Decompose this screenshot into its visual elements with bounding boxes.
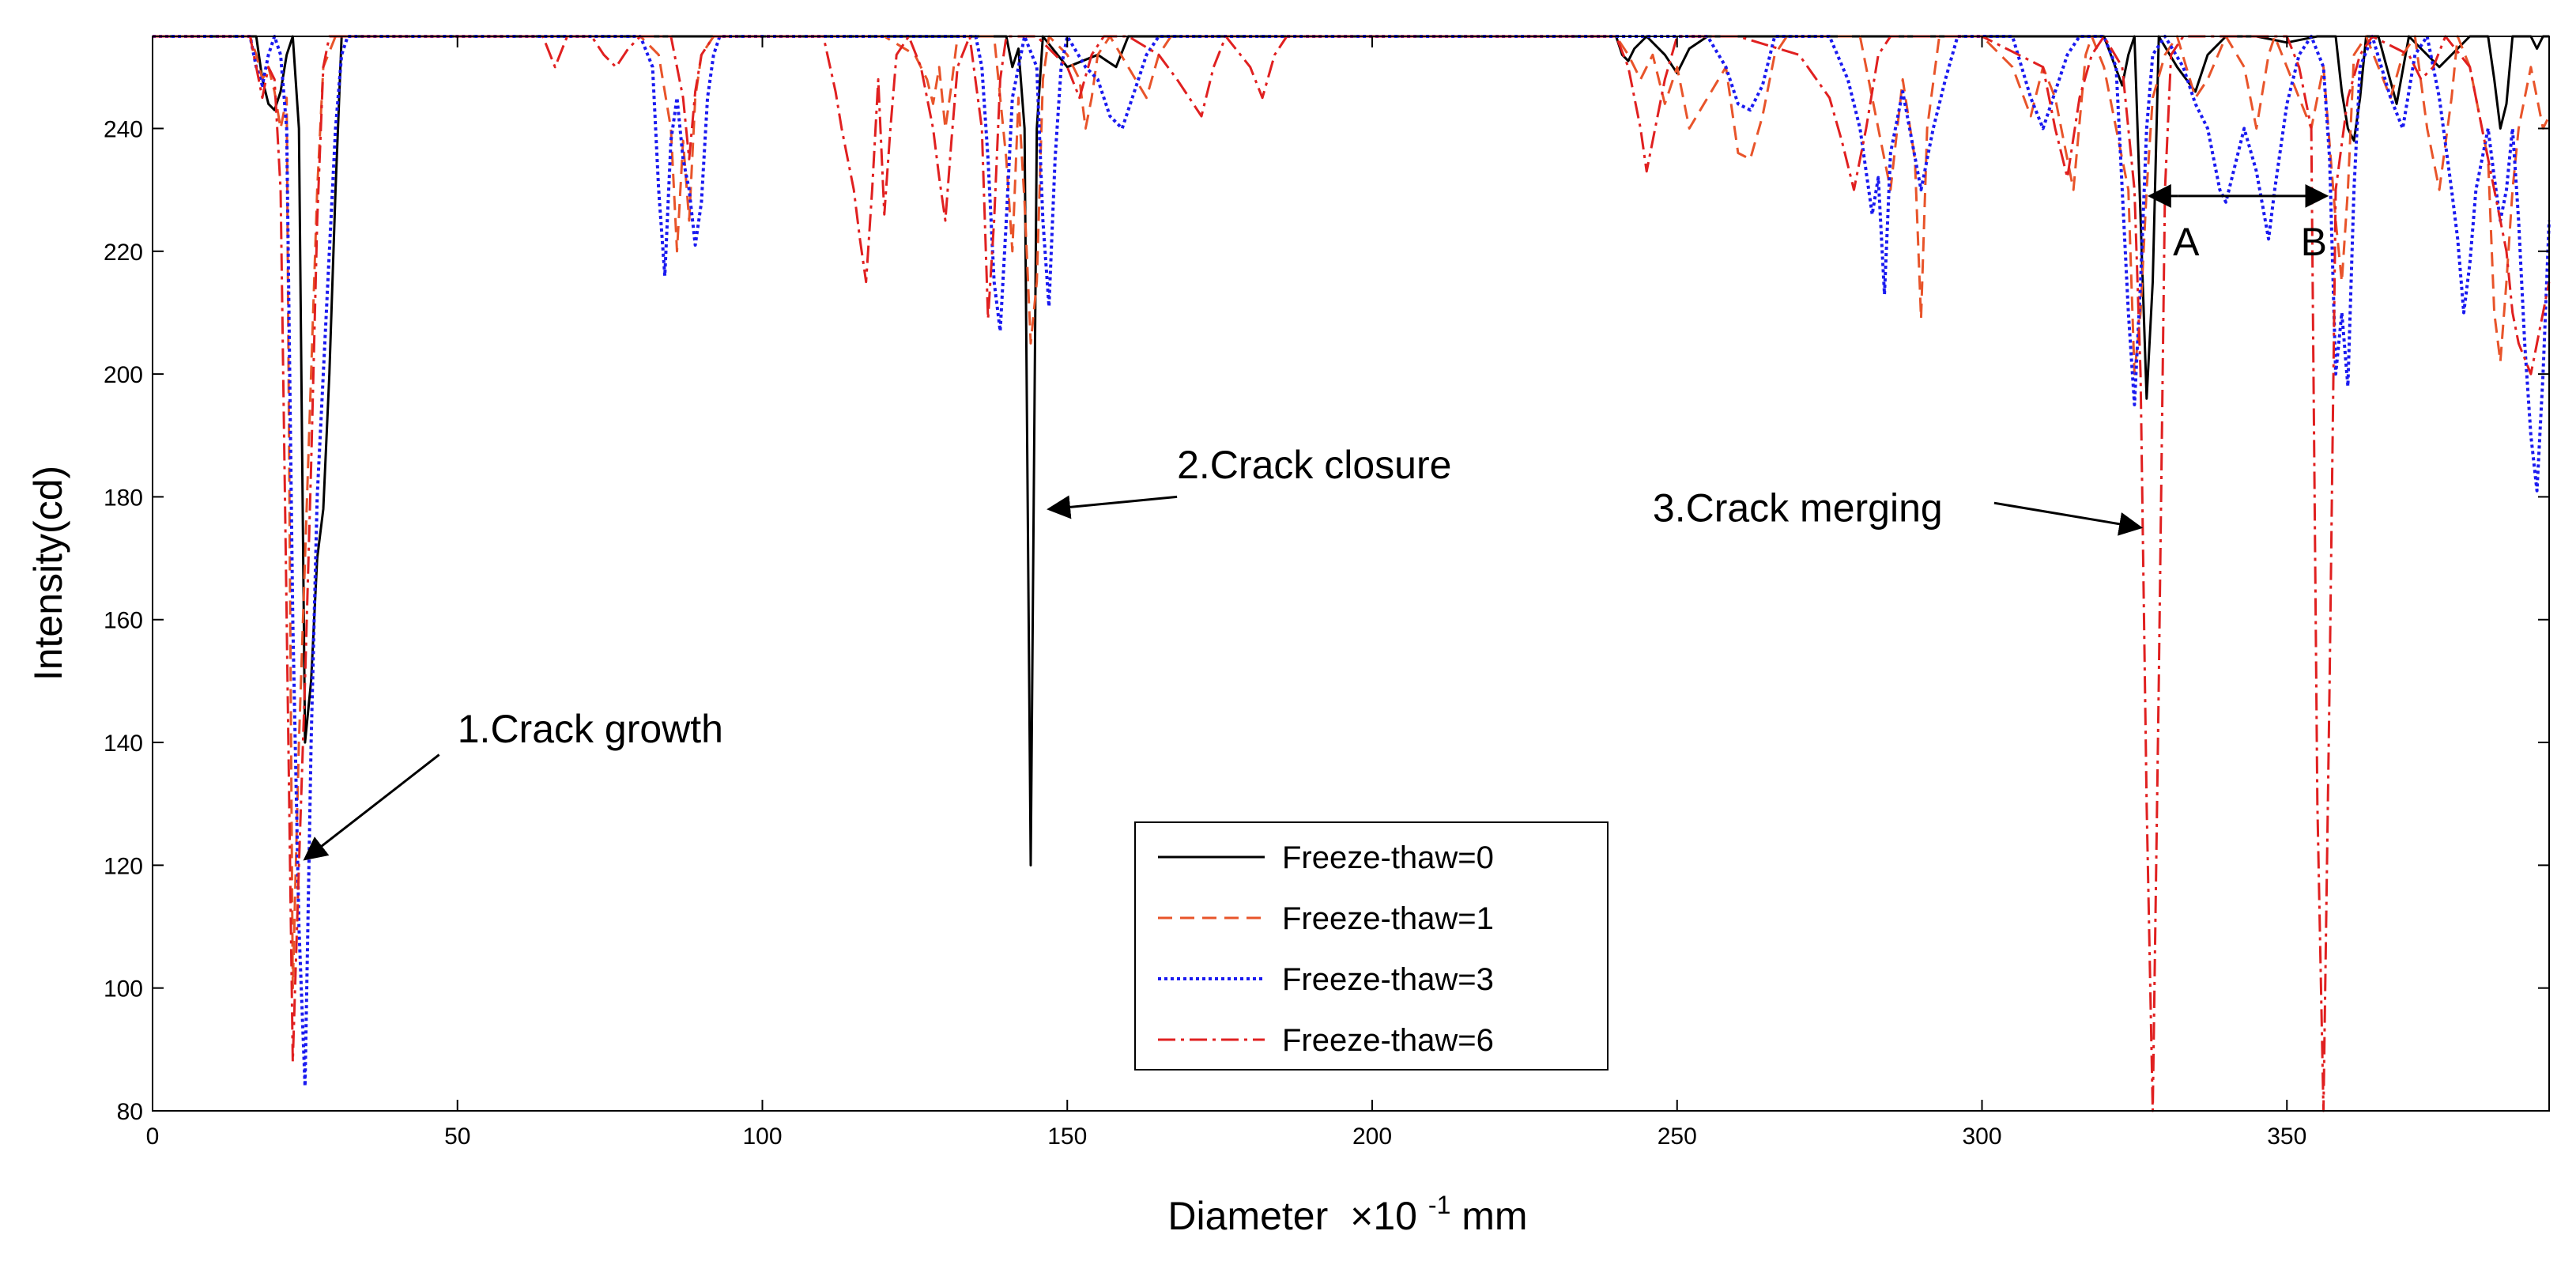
y-tick-label: 80: [117, 1099, 143, 1125]
x-axis: 0 50 100 150 200 250 300 350: [146, 36, 2306, 1150]
x-tick-label: 100: [742, 1123, 782, 1150]
legend-label-1: Freeze-thaw=1: [1282, 901, 1494, 936]
x-axis-label-exponent: -1: [1428, 1191, 1450, 1219]
x-tick-label: 50: [444, 1123, 470, 1150]
y-tick-label: 100: [104, 976, 143, 1003]
y-tick-label: 240: [104, 116, 143, 142]
annotations: 1.Crack growth 2.Crack closure 3.Crack mer…: [303, 443, 2144, 861]
annotation-arrow-3: [1993, 501, 2144, 536]
x-axis-label: Diameter ×10 -1 mm: [1167, 1178, 1527, 1238]
legend-label-2: Freeze-thaw=3: [1282, 962, 1494, 997]
y-axis: 80 100 120 140 160 180 200 220 240: [104, 116, 2549, 1125]
y-tick-label: 220: [104, 240, 143, 266]
series-line-2: [153, 35, 2551, 1088]
y-tick-label: 160: [104, 608, 143, 634]
x-tick-label: 300: [1962, 1123, 2001, 1150]
y-tick-label: 140: [104, 731, 143, 757]
x-axis-label-name: Diameter: [1167, 1194, 1328, 1238]
plot-frame: [152, 36, 2550, 1112]
series-line-0: [153, 35, 2549, 867]
y-tick-label: 120: [104, 853, 143, 879]
dimension-label-a: A: [2173, 220, 2200, 264]
x-axis-label-prefix: ×10: [1350, 1194, 1417, 1238]
x-tick-label: 250: [1658, 1123, 1697, 1150]
legend: Freeze-thaw=0 Freeze-thaw=1 Freeze-thaw=3 F…: [1134, 821, 1609, 1071]
annotation-label-1: 1.Crack growth: [458, 707, 723, 751]
series-layer: [153, 35, 2551, 1112]
x-tick-label: 200: [1352, 1123, 1392, 1150]
x-tick-label: 0: [146, 1123, 160, 1150]
series-line-3: [153, 35, 2551, 1112]
legend-label-0: Freeze-thaw=0: [1282, 840, 1494, 875]
x-axis-label-unit: mm: [1461, 1194, 1527, 1238]
annotation-arrow-2: [1047, 495, 1178, 519]
legend-box: [1134, 821, 1609, 1071]
y-axis-label: Intensity(cd): [26, 466, 70, 681]
annotation-label-2: 2.Crack closure: [1177, 443, 1451, 487]
y-tick-label: 200: [104, 362, 143, 388]
annotation-label-3: 3.Crack merging: [1653, 485, 1943, 530]
x-tick-label: 150: [1047, 1123, 1087, 1150]
annotation-arrow-1: [303, 753, 440, 861]
y-tick-label: 180: [104, 485, 143, 511]
dimension-label-b: B: [2301, 220, 2327, 264]
x-tick-label: 350: [2267, 1123, 2306, 1150]
legend-label-3: Freeze-thaw=6: [1282, 1023, 1494, 1058]
